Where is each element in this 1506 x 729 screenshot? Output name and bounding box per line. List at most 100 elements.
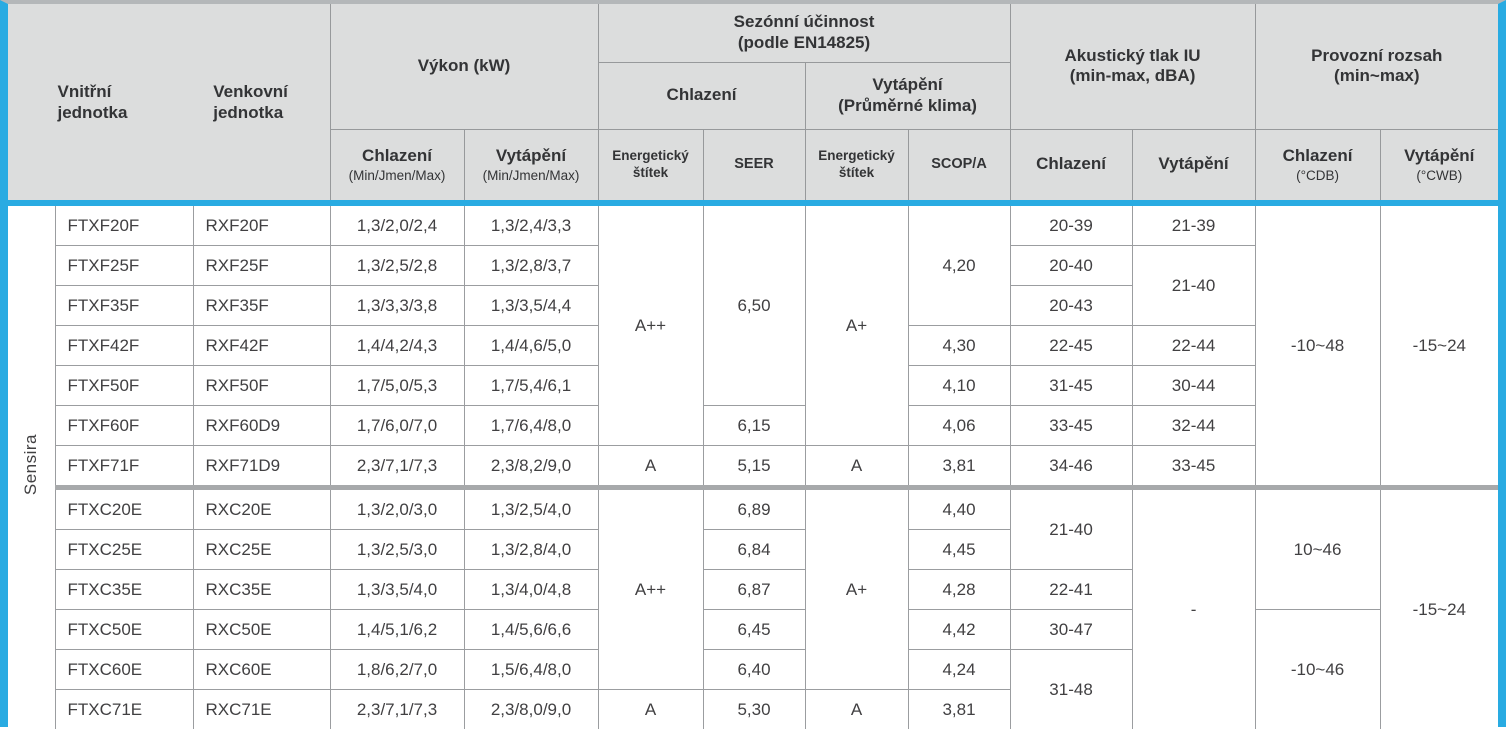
header-indoor-unit: Vnitřní jednotka xyxy=(8,4,193,203)
header-power-cooling-label: Chlazení xyxy=(331,146,464,167)
sound-cooling-cell: 20-43 xyxy=(1010,286,1132,326)
sound-cooling-cell: 34-46 xyxy=(1010,446,1132,488)
indoor-unit-cell: FTXF25F xyxy=(55,246,193,286)
header-outdoor-unit-label: Venkovní jednotka xyxy=(213,81,309,124)
header-energy-label-cooling-line1: Energetický xyxy=(599,148,703,165)
indoor-unit-cell: FTXC50E xyxy=(55,610,193,650)
header-energy-label-heating-line1: Energetický xyxy=(806,148,908,165)
header-range-group: Provozní rozsah (min~max) xyxy=(1255,4,1498,129)
header-power-heating-label: Vytápění xyxy=(465,146,598,167)
seer-cell: 6,89 xyxy=(703,488,805,530)
scop-cell: 4,40 xyxy=(908,488,1010,530)
sound-cooling-cell: 20-39 xyxy=(1010,203,1132,246)
power-cooling-cell: 2,3/7,1/7,3 xyxy=(330,690,464,729)
scop-cell: 3,81 xyxy=(908,690,1010,729)
scop-cell: 4,06 xyxy=(908,406,1010,446)
indoor-unit-cell: FTXF20F xyxy=(55,203,193,246)
range-cooling-cell: -10~46 xyxy=(1255,610,1380,729)
header-seasonal-group-line2: (podle EN14825) xyxy=(599,33,1010,54)
power-heating-cell: 1,3/2,4/3,3 xyxy=(464,203,598,246)
header-range-group-line1: Provozní rozsah xyxy=(1256,46,1499,67)
power-cooling-cell: 1,4/5,1/6,2 xyxy=(330,610,464,650)
power-heating-cell: 1,3/2,8/4,0 xyxy=(464,530,598,570)
header-sound-group: Akustický tlak IU (min-max, dBA) xyxy=(1010,4,1255,129)
outdoor-unit-cell: RXF60D9 xyxy=(193,406,330,446)
header-power-group: Výkon (kW) xyxy=(330,4,598,129)
sound-cooling-cell: 31-45 xyxy=(1010,366,1132,406)
outdoor-unit-cell: RXF71D9 xyxy=(193,446,330,488)
header-power-heating: Vytápění (Min/Jmen/Max) xyxy=(464,129,598,203)
seer-cell: 6,15 xyxy=(703,406,805,446)
header-range-heating-label: Vytápění xyxy=(1381,146,1499,167)
sound-cooling-cell: 31-48 xyxy=(1010,650,1132,729)
power-heating-cell: 1,3/2,8/3,7 xyxy=(464,246,598,286)
outdoor-unit-cell: RXF35F xyxy=(193,286,330,326)
power-cooling-cell: 2,3/7,1/7,3 xyxy=(330,446,464,488)
header-scop: SCOP/A xyxy=(908,129,1010,203)
outdoor-unit-cell: RXF20F xyxy=(193,203,330,246)
seer-cell: 5,30 xyxy=(703,690,805,729)
sound-cooling-cell: 30-47 xyxy=(1010,610,1132,650)
power-heating-cell: 1,3/4,0/4,8 xyxy=(464,570,598,610)
header-seasonal-heating-line2: (Průměrné klima) xyxy=(806,96,1010,117)
outdoor-unit-cell: RXC25E xyxy=(193,530,330,570)
power-heating-cell: 1,5/6,4/8,0 xyxy=(464,650,598,690)
indoor-unit-cell: FTXC71E xyxy=(55,690,193,729)
sound-cooling-cell: 33-45 xyxy=(1010,406,1132,446)
header-seer: SEER xyxy=(703,129,805,203)
indoor-unit-cell: FTXF50F xyxy=(55,366,193,406)
power-cooling-cell: 1,7/6,0/7,0 xyxy=(330,406,464,446)
indoor-unit-cell: FTXF35F xyxy=(55,286,193,326)
header-seasonal-group-line1: Sezónní účinnost xyxy=(599,12,1010,33)
header-indoor-unit-label: Vnitřní jednotka xyxy=(58,81,144,124)
power-heating-cell: 1,3/2,5/4,0 xyxy=(464,488,598,530)
power-heating-cell: 2,3/8,2/9,0 xyxy=(464,446,598,488)
sound-heating-cell: 30-44 xyxy=(1132,366,1255,406)
energy-label-cooling-cell: A++ xyxy=(598,488,703,690)
header-energy-label-cooling-line2: štítek xyxy=(599,165,703,182)
indoor-unit-cell: FTXF71F xyxy=(55,446,193,488)
scop-cell: 4,42 xyxy=(908,610,1010,650)
scop-cell: 4,10 xyxy=(908,366,1010,406)
power-cooling-cell: 1,3/2,0/3,0 xyxy=(330,488,464,530)
indoor-unit-cell: FTXC20E xyxy=(55,488,193,530)
seer-cell: 6,50 xyxy=(703,203,805,406)
header-outdoor-unit: Venkovní jednotka xyxy=(193,4,330,203)
header-sound-group-line2: (min-max, dBA) xyxy=(1011,66,1255,87)
header-sound-heating: Vytápění xyxy=(1132,129,1255,203)
sound-heating-cell: 33-45 xyxy=(1132,446,1255,488)
power-heating-cell: 1,3/3,5/4,4 xyxy=(464,286,598,326)
series-label: Sensira xyxy=(21,434,41,495)
header-power-heating-sub: (Min/Jmen/Max) xyxy=(465,168,598,184)
sound-heating-cell: 21-40 xyxy=(1132,246,1255,326)
power-cooling-cell: 1,3/3,5/4,0 xyxy=(330,570,464,610)
power-cooling-cell: 1,3/2,5/2,8 xyxy=(330,246,464,286)
sound-heating-cell: 32-44 xyxy=(1132,406,1255,446)
table-body: Sensira FTXF20F RXF20F 1,3/2,0/2,4 1,3/2… xyxy=(8,203,1498,729)
sound-cooling-cell: 22-41 xyxy=(1010,570,1132,610)
seer-cell: 6,84 xyxy=(703,530,805,570)
power-cooling-cell: 1,4/4,2/4,3 xyxy=(330,326,464,366)
sound-cooling-cell: 21-40 xyxy=(1010,488,1132,570)
outdoor-unit-cell: RXC20E xyxy=(193,488,330,530)
sound-cooling-cell: 22-45 xyxy=(1010,326,1132,366)
indoor-unit-cell: FTXC25E xyxy=(55,530,193,570)
seer-cell: 6,40 xyxy=(703,650,805,690)
spec-table: Vnitřní jednotka Venkovní jednotka Výkon… xyxy=(8,4,1498,729)
power-heating-cell: 1,4/4,6/5,0 xyxy=(464,326,598,366)
scop-cell: 4,24 xyxy=(908,650,1010,690)
outdoor-unit-cell: RXC71E xyxy=(193,690,330,729)
header-energy-label-heating: Energetický štítek xyxy=(805,129,908,203)
power-heating-cell: 1,4/5,6/6,6 xyxy=(464,610,598,650)
sound-heating-cell: - xyxy=(1132,488,1255,729)
range-cooling-cell: -10~48 xyxy=(1255,203,1380,488)
header-range-heating-sub: (°CWB) xyxy=(1381,168,1499,184)
power-cooling-cell: 1,3/2,0/2,4 xyxy=(330,203,464,246)
header-range-cooling: Chlazení (°CDB) xyxy=(1255,129,1380,203)
range-cooling-cell: 10~46 xyxy=(1255,488,1380,610)
scop-cell: 4,45 xyxy=(908,530,1010,570)
outdoor-unit-cell: RXC35E xyxy=(193,570,330,610)
table-row: FTXC20E RXC20E 1,3/2,0/3,0 1,3/2,5/4,0 A… xyxy=(8,488,1498,530)
outdoor-unit-cell: RXF25F xyxy=(193,246,330,286)
scop-cell: 4,20 xyxy=(908,203,1010,326)
